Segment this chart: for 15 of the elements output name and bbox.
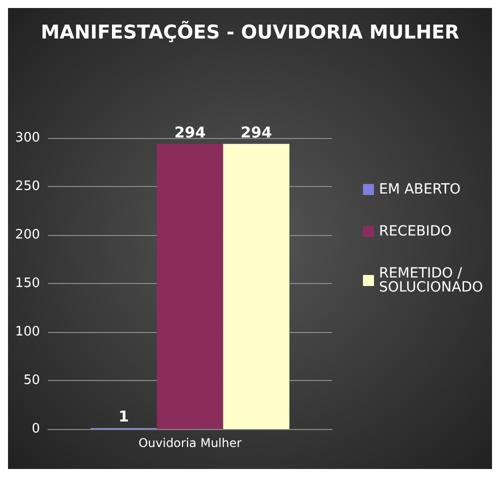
y-tick-label: 300 [15, 130, 40, 146]
y-tick-label: 150 [15, 276, 40, 291]
data-label: 294 [240, 123, 272, 142]
y-tick-label: 250 [15, 179, 40, 194]
x-tick-label: Ouvidoria Mulher [138, 436, 242, 450]
data-label: 294 [174, 123, 206, 142]
y-tick-label: 100 [15, 324, 40, 340]
y-tick-label: 200 [15, 228, 40, 242]
y-tick-label: 50 [23, 373, 40, 388]
legend-label: EM ABERTO [378, 182, 461, 198]
legend-label: REMETIDO / SOLUCIONADO [378, 266, 483, 296]
legend-label: RECEBIDO [378, 224, 452, 240]
chart-title: MANIFESTAÇÕES - OUVIDORIA MULHER [40, 20, 460, 44]
y-tick-label: 0 [32, 422, 40, 436]
data-label: 1 [118, 408, 129, 426]
